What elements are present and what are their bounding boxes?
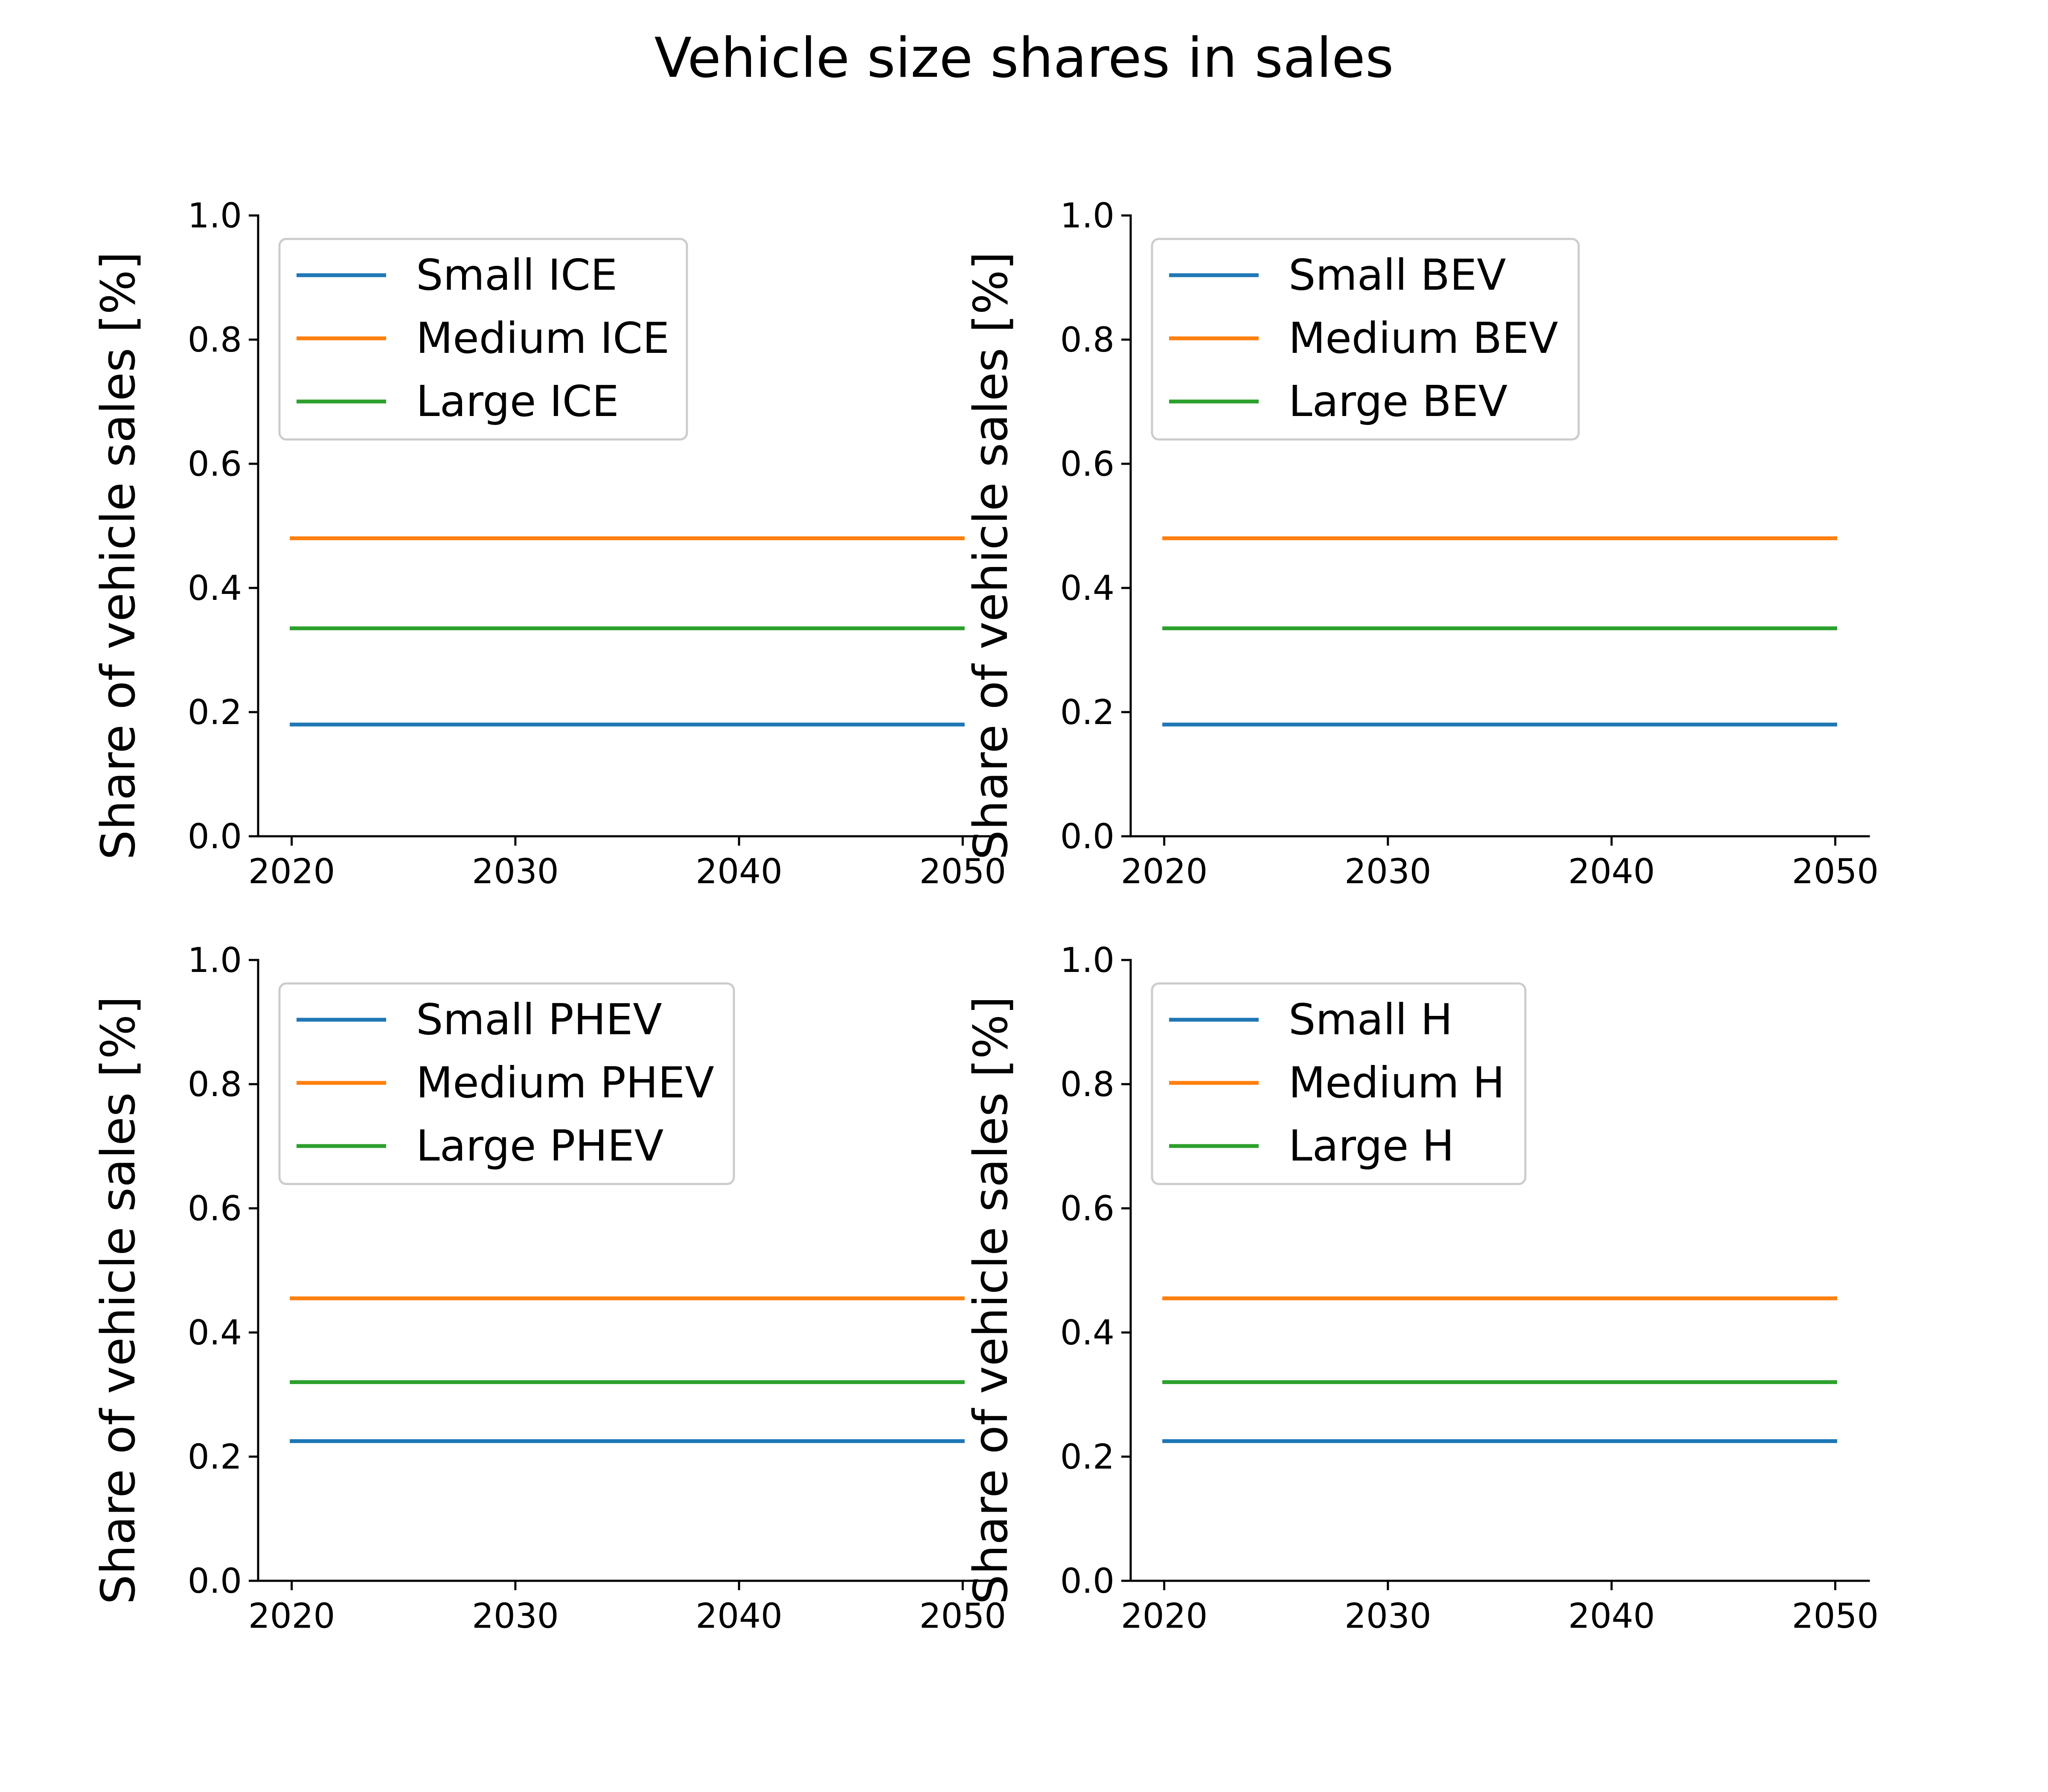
legend-label: Medium PHEV <box>416 1058 714 1108</box>
x-tick-label: 2040 <box>695 852 783 891</box>
y-axis-label: Share of vehicle sales [%] <box>963 996 1018 1605</box>
subplot-4: 0.0 0.2 0.4 0.6 0.8 1.0 2020 2030 2040 2050 Share … <box>963 940 1879 1636</box>
y-tick-label: 0.6 <box>188 1189 242 1228</box>
legend: Small PHEV Medium PHEV Large PHEV <box>278 982 735 1185</box>
legend: Small BEV Medium BEV Large BEV <box>1151 238 1580 441</box>
x-tick-label: 2020 <box>248 852 335 891</box>
y-tick-label: 1.0 <box>1060 196 1114 236</box>
y-tick-label: 0.2 <box>1060 692 1114 732</box>
legend-label: Small PHEV <box>416 995 662 1044</box>
x-tick-label: 2020 <box>248 1596 335 1636</box>
y-tick-label: 0.0 <box>1060 817 1114 856</box>
legend-label: Large ICE <box>416 376 619 426</box>
x-tick-label: 2020 <box>1121 1596 1208 1636</box>
x-tick-label: 2050 <box>1792 852 1879 891</box>
y-tick-label: 0.0 <box>188 1561 242 1601</box>
legend-box <box>278 238 688 441</box>
legend-box <box>1151 982 1527 1185</box>
y-tick-label: 0.8 <box>188 1065 242 1104</box>
legend-box <box>278 982 735 1185</box>
subplot-1: 0.0 0.2 0.4 0.6 0.8 1.0 2020 2030 2040 2050 Share … <box>91 196 1006 891</box>
y-tick-label: 0.0 <box>1060 1561 1114 1601</box>
x-tick-label: 2040 <box>1568 852 1655 891</box>
subplot-3: 0.0 0.2 0.4 0.6 0.8 1.0 2020 2030 2040 2050 Share … <box>91 940 1006 1636</box>
y-tick-label: 0.0 <box>188 817 242 856</box>
y-axis-label: Share of vehicle sales [%] <box>963 252 1018 860</box>
y-tick-label: 0.2 <box>188 692 242 732</box>
legend: Small ICE Medium ICE Large ICE <box>278 238 688 441</box>
y-tick-label: 0.8 <box>1060 320 1114 360</box>
legend-label: Medium ICE <box>416 313 669 363</box>
y-tick-label: 0.2 <box>188 1437 242 1477</box>
x-tick-label: 2040 <box>695 1596 783 1636</box>
legend-label: Small H <box>1289 995 1453 1044</box>
legend-label: Large BEV <box>1289 376 1507 426</box>
y-tick-label: 0.8 <box>1060 1065 1114 1104</box>
y-tick-label: 0.8 <box>188 320 242 360</box>
x-tick-label: 2030 <box>472 1596 559 1636</box>
x-tick-label: 2050 <box>919 852 1007 891</box>
legend: Small H Medium H Large H <box>1151 982 1527 1185</box>
legend-label: Large PHEV <box>416 1121 663 1171</box>
y-tick-label: 0.4 <box>188 1313 242 1353</box>
legend-label: Small BEV <box>1289 250 1506 300</box>
y-tick-label: 0.4 <box>1060 568 1114 608</box>
y-tick-label: 0.6 <box>188 444 242 484</box>
y-tick-label: 1.0 <box>188 196 242 236</box>
legend-label: Medium BEV <box>1289 313 1558 363</box>
y-tick-label: 0.4 <box>188 568 242 608</box>
y-axis-label: Share of vehicle sales [%] <box>91 996 145 1605</box>
figure-title: Vehicle size shares in sales <box>654 26 1394 90</box>
y-tick-label: 0.6 <box>1060 444 1114 484</box>
y-tick-label: 1.0 <box>1060 940 1114 980</box>
x-tick-label: 2020 <box>1121 852 1208 891</box>
x-tick-label: 2030 <box>1344 1596 1431 1636</box>
x-tick-label: 2040 <box>1568 1596 1655 1636</box>
legend-label: Small ICE <box>416 250 617 300</box>
legend-label: Medium H <box>1289 1058 1505 1108</box>
x-tick-label: 2050 <box>919 1596 1007 1636</box>
y-tick-label: 1.0 <box>188 940 242 980</box>
y-axis-label: Share of vehicle sales [%] <box>91 252 145 860</box>
x-tick-label: 2030 <box>1344 852 1431 891</box>
x-tick-label: 2050 <box>1792 1596 1879 1636</box>
x-tick-label: 2030 <box>472 852 559 891</box>
legend-box <box>1151 238 1580 441</box>
y-tick-label: 0.4 <box>1060 1313 1114 1353</box>
y-tick-label: 0.2 <box>1060 1437 1114 1477</box>
subplot-2: 0.0 0.2 0.4 0.6 0.8 1.0 2020 2030 2040 2050 Share … <box>963 196 1879 891</box>
y-tick-label: 0.6 <box>1060 1189 1114 1228</box>
legend-label: Large H <box>1289 1121 1454 1171</box>
